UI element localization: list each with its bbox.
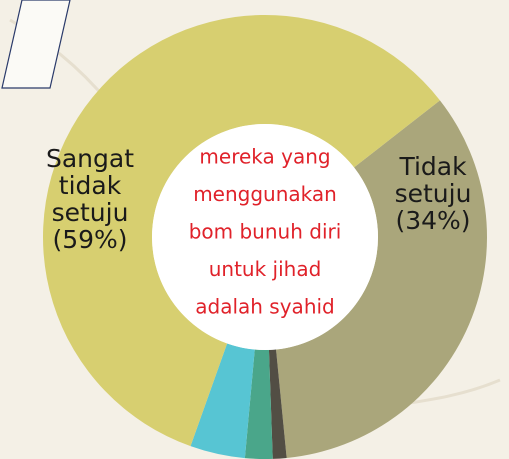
segment-label: tidak (59, 171, 122, 200)
donut-segment (43, 14, 440, 447)
donut-segment (276, 100, 488, 458)
center-text: untuk jihad (209, 257, 322, 281)
center-text: bom bunuh diri (189, 220, 342, 244)
donut-segment (244, 349, 273, 459)
donut-segment (190, 343, 255, 459)
center-text: mereka yang (199, 145, 330, 169)
donut-segment (268, 349, 287, 459)
segment-value-label: (59%) (52, 225, 127, 254)
segment-label: setuju (395, 179, 472, 208)
donut (43, 14, 488, 459)
segment-label: setuju (52, 198, 129, 227)
segment-label: Tidak (398, 152, 467, 181)
segment-value-label: (34%) (395, 206, 470, 235)
labels: Tidaksetuju(34%)Sangattidaksetuju(59%)me… (46, 144, 471, 319)
frame-shape (1, 0, 71, 89)
center-text: adalah syahid (195, 295, 335, 319)
donut-hole (152, 124, 378, 350)
center-text: menggunakan (193, 182, 337, 206)
segment-label: Sangat (46, 144, 134, 173)
